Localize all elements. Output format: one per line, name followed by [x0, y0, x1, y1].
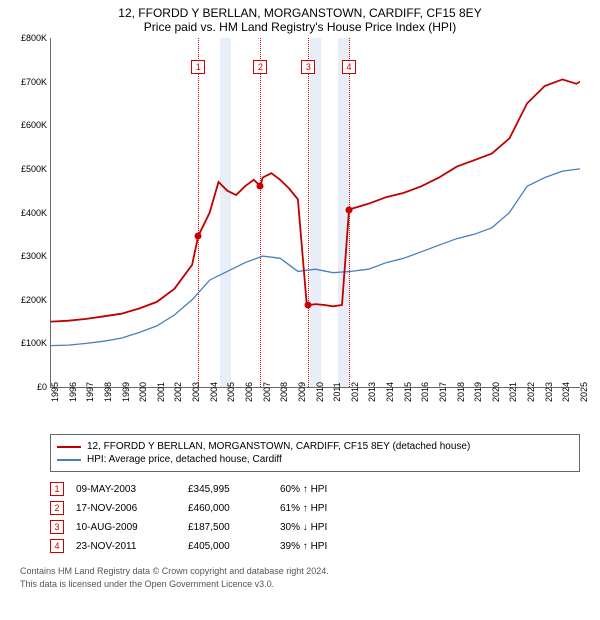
- tx-price: £345,995: [188, 484, 268, 495]
- tx-date: 10-AUG-2009: [76, 522, 176, 533]
- legend: 12, FFORDD Y BERLLAN, MORGANSTOWN, CARDI…: [50, 434, 580, 472]
- transaction-point: [195, 233, 202, 240]
- x-tick-label: 2025: [579, 382, 589, 402]
- marker-label: 3: [301, 60, 315, 74]
- line-chart: £0£100K£200K£300K£400K£500K£600K£700K£80…: [50, 38, 580, 388]
- tx-date: 17-NOV-2006: [76, 503, 176, 514]
- y-tick-label: £0: [37, 382, 47, 392]
- tx-price: £187,500: [188, 522, 268, 533]
- y-tick-label: £100K: [21, 338, 47, 348]
- tx-delta: 60% ↑ HPI: [280, 484, 380, 495]
- chart-container: 12, FFORDD Y BERLLAN, MORGANSTOWN, CARDI…: [0, 0, 600, 600]
- legend-label: HPI: Average price, detached house, Card…: [87, 454, 282, 465]
- transaction-point: [346, 207, 353, 214]
- legend-swatch: [57, 446, 81, 448]
- y-tick-label: £700K: [21, 77, 47, 87]
- legend-label: 12, FFORDD Y BERLLAN, MORGANSTOWN, CARDI…: [87, 441, 470, 452]
- tx-delta: 39% ↑ HPI: [280, 541, 380, 552]
- legend-swatch: [57, 459, 81, 461]
- tx-row: 1 09-MAY-2003 £345,995 60% ↑ HPI: [50, 482, 580, 496]
- x-axis: 1995199619971998199920002001200220032004…: [50, 388, 580, 424]
- marker-label: 2: [253, 60, 267, 74]
- marker-label: 4: [342, 60, 356, 74]
- y-tick-label: £800K: [21, 33, 47, 43]
- y-tick-label: £200K: [21, 295, 47, 305]
- tx-num-box: 1: [50, 482, 64, 496]
- tx-num-box: 3: [50, 520, 64, 534]
- tx-num-box: 4: [50, 539, 64, 553]
- transaction-table: 1 09-MAY-2003 £345,995 60% ↑ HPI 2 17-NOV-200…: [50, 482, 580, 553]
- y-axis: £0£100K£200K£300K£400K£500K£600K£700K£80…: [11, 38, 49, 387]
- tx-row: 4 23-NOV-2011 £405,000 39% ↑ HPI: [50, 539, 580, 553]
- tx-num-box: 2: [50, 501, 64, 515]
- chart-svg: [51, 38, 580, 387]
- tx-date: 23-NOV-2011: [76, 541, 176, 552]
- title-block: 12, FFORDD Y BERLLAN, MORGANSTOWN, CARDI…: [10, 6, 590, 34]
- y-tick-label: £300K: [21, 251, 47, 261]
- series_blue-line: [51, 169, 580, 346]
- legend-item: 12, FFORDD Y BERLLAN, MORGANSTOWN, CARDI…: [57, 441, 573, 452]
- title-line-2: Price paid vs. HM Land Registry's House …: [10, 20, 590, 34]
- footer-line-2: This data is licensed under the Open Gov…: [20, 578, 580, 591]
- footer: Contains HM Land Registry data © Crown c…: [20, 565, 580, 590]
- transaction-point: [305, 302, 312, 309]
- tx-delta: 61% ↑ HPI: [280, 503, 380, 514]
- tx-price: £405,000: [188, 541, 268, 552]
- tx-row: 2 17-NOV-2006 £460,000 61% ↑ HPI: [50, 501, 580, 515]
- footer-line-1: Contains HM Land Registry data © Crown c…: [20, 565, 580, 578]
- title-line-1: 12, FFORDD Y BERLLAN, MORGANSTOWN, CARDI…: [10, 6, 590, 20]
- series_red-line: [51, 79, 580, 321]
- y-tick-label: £400K: [21, 208, 47, 218]
- tx-delta: 30% ↓ HPI: [280, 522, 380, 533]
- transaction-point: [257, 183, 264, 190]
- legend-item: HPI: Average price, detached house, Card…: [57, 454, 573, 465]
- tx-price: £460,000: [188, 503, 268, 514]
- marker-label: 1: [191, 60, 205, 74]
- y-tick-label: £600K: [21, 120, 47, 130]
- tx-row: 3 10-AUG-2009 £187,500 30% ↓ HPI: [50, 520, 580, 534]
- y-tick-label: £500K: [21, 164, 47, 174]
- tx-date: 09-MAY-2003: [76, 484, 176, 495]
